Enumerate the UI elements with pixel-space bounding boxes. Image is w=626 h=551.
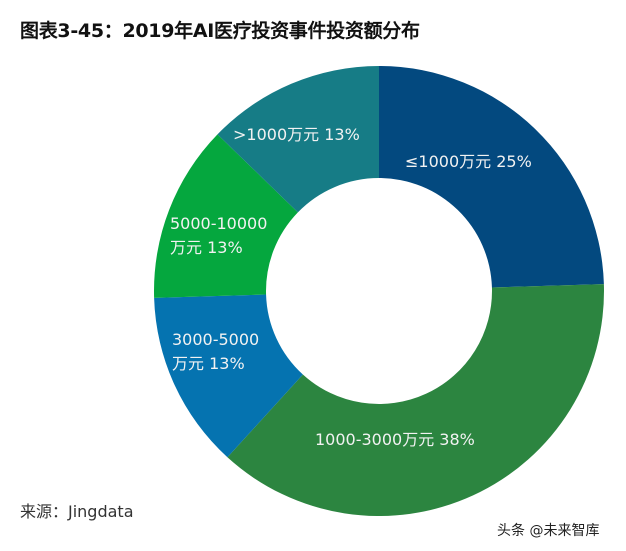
slice-label-gt1000: >1000万元 13% [233, 123, 360, 147]
slice-label-5000-10000: 5000-10000 万元 13% [170, 212, 267, 260]
donut-slice-4 [217, 65, 379, 213]
donut-slice-0 [379, 66, 604, 288]
source-note: 来源：Jingdata [20, 502, 134, 521]
label-text: 1000-3000万元 38% [315, 430, 475, 449]
slice-label-3000-5000: 3000-5000 万元 13% [172, 328, 259, 376]
donut-slice-3 [154, 134, 298, 298]
chart-title: 图表3-45：2019年AI医疗投资事件投资额分布 [20, 20, 420, 42]
label-text: ≤1000万元 25% [405, 152, 532, 171]
label-text: 5000-10000 [170, 214, 268, 233]
slice-label-1000-3000: 1000-3000万元 38% [315, 428, 475, 452]
donut-slice-2 [154, 294, 303, 458]
label-text: 万元 13% [172, 354, 245, 373]
label-text: 万元 13% [170, 238, 243, 257]
donut-slice-1 [227, 284, 605, 516]
slice-label-le1000: ≤1000万元 25% [405, 150, 532, 174]
label-text: >1000万元 13% [233, 125, 360, 144]
label-text: 3000-5000 [172, 330, 260, 349]
watermark: 头条 @未来智库 [497, 523, 600, 539]
